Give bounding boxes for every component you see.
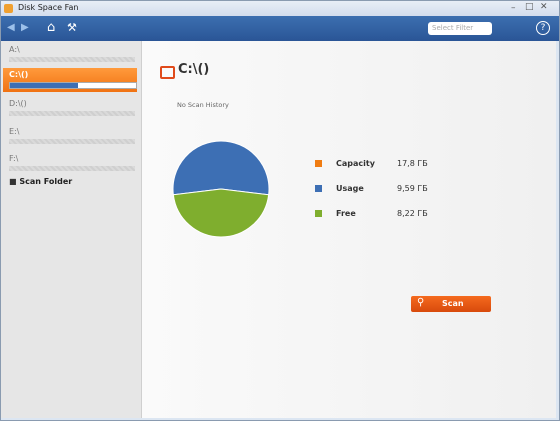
drive-bar [9,57,135,62]
sidebar: ■ Scan Folder A:\ C:\() D:\() E:\ F:\ [1,41,142,418]
legend-value: 17,8 ГБ [397,159,428,168]
drive-title: C:\() [178,62,210,77]
drive-label: A:\ [9,45,20,54]
scan-history: No Scan History [177,101,229,109]
pie-slice [172,140,270,196]
minimize[interactable]: – [511,3,516,13]
scan-button[interactable]: ⚲ Scan [411,296,491,312]
drive-item[interactable]: E:\ [3,125,137,149]
drive-bar [9,139,135,144]
maximize[interactable]: □ [525,2,534,12]
drive-icon [160,66,175,79]
drive-label: C:\() [9,70,29,79]
legend-name: Usage [336,184,364,193]
usage-fill [10,83,78,88]
drive-label: D:\() [9,99,27,108]
legend-swatch [315,185,322,192]
main-panel: C:\() No Scan History ⚲ Scan Capacity 17,… [142,41,556,418]
drive-bar [9,111,135,116]
drive-item[interactable]: F:\ [3,152,137,176]
legend-value: 8,22 ГБ [397,209,428,218]
filter-placeholder: Select Filter [432,24,474,32]
drive-label: E:\ [9,127,20,136]
drive-bar [9,166,135,171]
scan-button-label: Scan [442,299,464,308]
scan-folder-label: Scan Folder [19,177,73,186]
close[interactable]: ✕ [540,2,548,12]
pie-chart [172,140,270,238]
filter-input[interactable]: Select Filter [428,22,492,35]
legend-name: Free [336,209,356,218]
drive-label: F:\ [9,154,19,163]
scan-folder[interactable]: ■ Scan Folder [9,177,73,186]
legend-swatch [315,210,322,217]
settings-button[interactable]: ⚒ [67,21,77,34]
drive-item[interactable]: A:\ [3,43,137,67]
legend-value: 9,59 ГБ [397,184,428,193]
app-icon [4,4,13,13]
back-button[interactable]: ◀ [7,22,15,33]
legend-swatch [315,160,322,167]
pie-slice [172,188,270,238]
drive-item[interactable]: C:\() [3,68,137,92]
window-title: Disk Space Fan [18,3,79,12]
home-button[interactable]: ⌂ [47,20,56,35]
drive-bar [9,82,137,89]
forward-button[interactable]: ▶ [21,22,29,33]
title-bar: Disk Space Fan – □ ✕ [1,1,559,16]
legend-name: Capacity [336,159,375,168]
help-button[interactable]: ? [536,21,550,35]
search-icon: ⚲ [417,297,425,308]
drive-item[interactable]: D:\() [3,97,137,121]
toolbar: ◀ ▶ ⌂ ⚒ Select Filter ? [1,16,559,41]
